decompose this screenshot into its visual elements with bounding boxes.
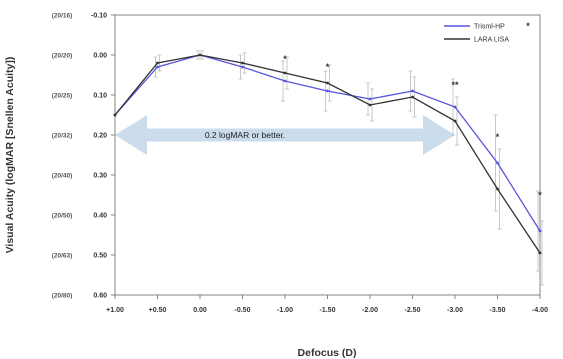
significance-marker: *: [326, 62, 330, 72]
y-snellen-label: (20/40): [52, 173, 73, 180]
y-snellen-label: (20/80): [52, 293, 73, 300]
significance-marker: **: [451, 80, 459, 90]
significance-marker: *: [538, 190, 542, 200]
x-axis-ticks: +1.00 +0.50 0.00 -0.50 -1.00 -1.50 -2.00 -2.50 -…: [106, 295, 548, 314]
data-point: [326, 81, 329, 85]
x-tick-label: -2.00: [362, 307, 378, 314]
y-tick-label: 0.40: [93, 213, 107, 220]
legend-label: LARA LISA: [474, 37, 509, 44]
legend-box: [440, 18, 536, 52]
data-point: [198, 53, 202, 57]
data-point: [411, 95, 414, 99]
x-tick-label: +0.50: [149, 307, 167, 314]
y-snellen-label: (20/25): [52, 93, 73, 100]
data-point: [326, 89, 329, 93]
data-point: [241, 61, 244, 65]
data-point: [496, 187, 499, 191]
y-snellen-label: (20/50): [52, 213, 73, 220]
data-point: [241, 65, 244, 69]
x-tick-label: -2.50: [405, 307, 421, 314]
significance-marker: *: [496, 132, 500, 142]
data-point: [156, 61, 159, 65]
legend-significance-marker: *: [526, 21, 530, 31]
data-point: [538, 229, 542, 233]
x-axis-label: Defocus (D): [298, 347, 357, 359]
y-tick-label: 0.60: [93, 293, 107, 300]
annotation-text: 0.2 logMAR or better.: [205, 130, 285, 140]
x-tick-label: -1.50: [320, 307, 336, 314]
significance-marker: *: [283, 54, 287, 64]
y-tick-label: 0.20: [93, 133, 107, 140]
data-point: [113, 113, 117, 117]
data-point: [283, 71, 287, 75]
data-point: [453, 105, 457, 109]
data-point: [368, 97, 372, 101]
plot-area-border: [114, 14, 541, 296]
y-snellen-label: (20/16): [52, 13, 73, 20]
x-tick-label: -0.50: [235, 307, 251, 314]
y-tick-label: 0.00: [93, 53, 107, 60]
data-point: [538, 251, 542, 255]
x-tick-label: -3.50: [490, 307, 506, 314]
y-axis-ticks: -0.10 (20/16) 0.00 (20/20) 0.10 (20/25) 0.20 (2…: [52, 13, 115, 300]
x-tick-label: +1.00: [106, 307, 124, 314]
y-axis-label: Visual Acuity (logMAR [Snellen Acuity]): [4, 57, 16, 254]
y-snellen-label: (20/63): [52, 253, 73, 260]
x-tick-label: 0.00: [193, 307, 207, 314]
data-point: [496, 161, 499, 165]
legend-label: Trisml-HP: [474, 24, 505, 31]
series-lines: [113, 53, 542, 255]
data-point: [411, 89, 414, 93]
legend: Trisml-HP LARA LISA *: [440, 18, 536, 52]
data-point: [368, 103, 372, 107]
y-tick-label: 0.30: [93, 173, 107, 180]
annotation-layer: 0.2 logMAR or better.: [115, 115, 455, 155]
plot-frame: [114, 14, 541, 296]
y-tick-label: -0.10: [91, 13, 107, 20]
x-tick-label: -1.00: [277, 307, 293, 314]
data-point: [283, 79, 287, 83]
y-snellen-label: (20/32): [52, 133, 73, 140]
y-tick-label: 0.10: [93, 93, 107, 100]
data-point: [453, 119, 457, 123]
x-tick-label: -3.00: [447, 307, 463, 314]
x-tick-label: -4.00: [532, 307, 548, 314]
double-arrow-annotation: [115, 115, 455, 155]
data-point: [156, 65, 159, 69]
significance-markers: ******: [283, 54, 542, 200]
y-tick-label: 0.50: [93, 253, 107, 260]
y-snellen-label: (20/20): [52, 53, 73, 60]
